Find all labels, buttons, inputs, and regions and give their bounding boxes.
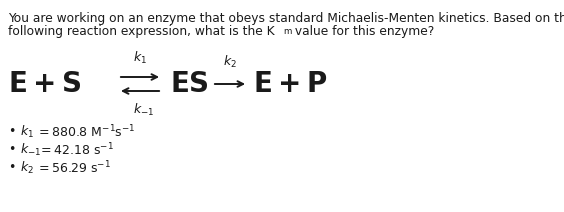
Text: $= 880.8\ \mathrm{M^{-1}s^{-1}}$: $= 880.8\ \mathrm{M^{-1}s^{-1}}$ <box>36 124 136 140</box>
Text: You are working on an enzyme that obeys standard Michaelis-Menten kinetics. Base: You are working on an enzyme that obeys … <box>8 12 564 25</box>
Text: $k_1$: $k_1$ <box>20 124 34 140</box>
Text: m: m <box>283 27 292 36</box>
Text: •: • <box>8 126 15 138</box>
Text: $\mathbf{ES}$: $\mathbf{ES}$ <box>170 70 209 98</box>
Text: value for this enzyme?: value for this enzyme? <box>291 25 434 38</box>
Text: •: • <box>8 144 15 156</box>
Text: $k_{-1}$: $k_{-1}$ <box>133 102 155 118</box>
Text: $k_2$: $k_2$ <box>20 160 34 176</box>
Text: following reaction expression, what is the K: following reaction expression, what is t… <box>8 25 275 38</box>
Text: $k_{-1}$: $k_{-1}$ <box>20 142 41 158</box>
Text: $= 42.18\ \mathrm{s^{-1}}$: $= 42.18\ \mathrm{s^{-1}}$ <box>38 142 114 158</box>
Text: $k_2$: $k_2$ <box>223 54 237 70</box>
Text: $\mathbf{E+S}$: $\mathbf{E+S}$ <box>8 70 81 98</box>
Text: $k_1$: $k_1$ <box>133 50 147 66</box>
Text: •: • <box>8 162 15 174</box>
Text: $\mathbf{E+P}$: $\mathbf{E+P}$ <box>253 70 327 98</box>
Text: $= 56.29\ \mathrm{s^{-1}}$: $= 56.29\ \mathrm{s^{-1}}$ <box>36 160 111 176</box>
